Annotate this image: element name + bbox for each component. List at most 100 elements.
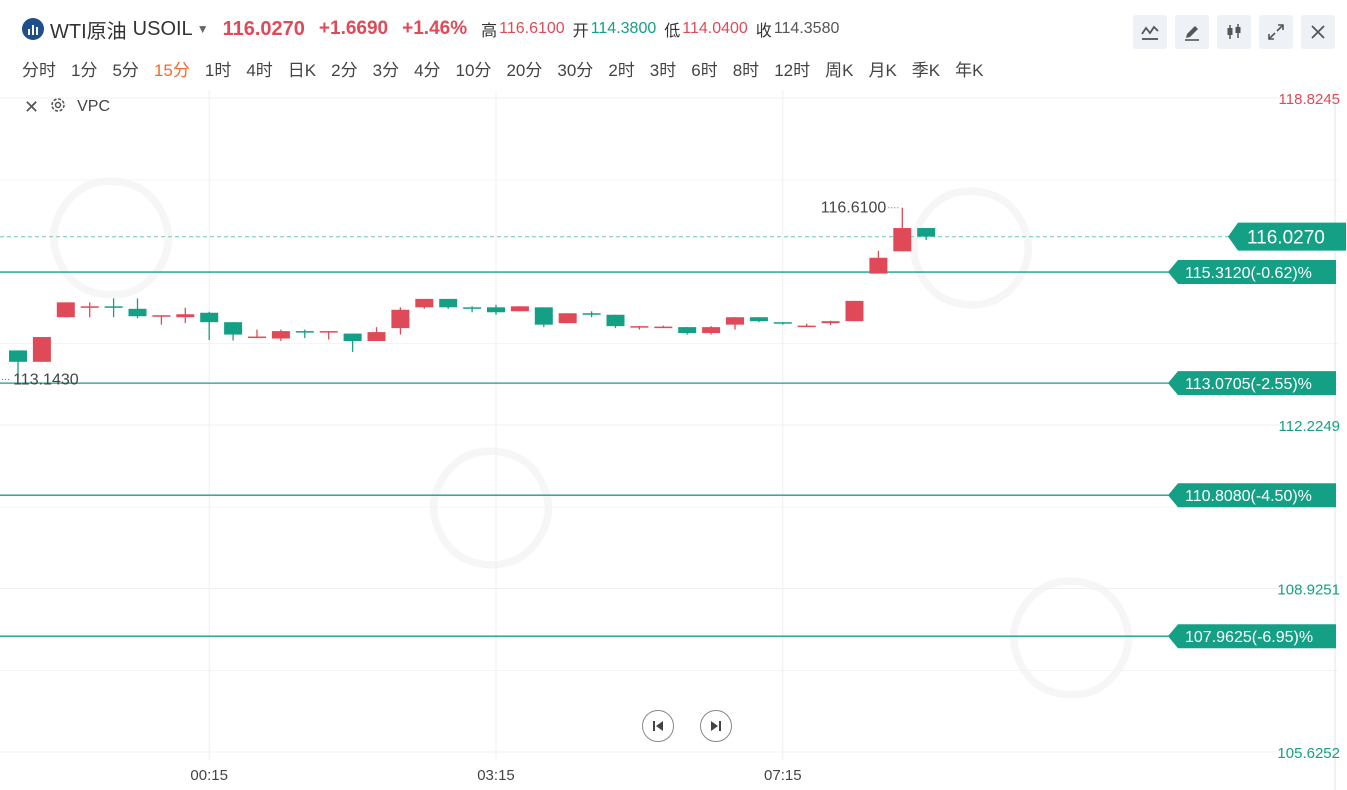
close-icon[interactable] [1301, 15, 1335, 49]
candle [606, 314, 625, 329]
indicator-name: VPC [77, 98, 110, 115]
candlestick-icon[interactable] [1217, 15, 1251, 49]
symbol-code[interactable]: USOIL [132, 17, 193, 40]
candle [367, 327, 386, 342]
gear-icon[interactable] [49, 96, 67, 119]
candle-body [104, 306, 123, 308]
x-tick-label: 03:15 [477, 767, 515, 784]
candle-body [152, 315, 171, 317]
level-tag [1168, 371, 1336, 396]
candle [104, 298, 123, 318]
candle [32, 337, 51, 362]
period-tab[interactable]: 季K [911, 60, 941, 80]
high-annotation: 116.6100 [821, 200, 887, 217]
candle [152, 315, 171, 325]
candle [343, 333, 362, 352]
candle-body [510, 306, 529, 312]
x-tick-label: 07:15 [764, 767, 802, 784]
candle-body [32, 337, 51, 362]
support-levels: 115.3120(-0.62)% 113.0705(-2.55)% 110.8080… [0, 222, 1346, 649]
level-label: 113.0705(-2.55)% [1185, 376, 1312, 393]
candle-body [630, 326, 649, 328]
close-icon[interactable]: ✕ [24, 96, 40, 117]
candle-body [797, 325, 816, 328]
period-tab[interactable]: 1时 [204, 60, 232, 80]
period-tab[interactable]: 2时 [608, 60, 635, 80]
period-tab[interactable]: 分时 [22, 60, 56, 80]
candle [558, 313, 577, 324]
level-tag [1168, 260, 1336, 285]
candle [893, 207, 912, 252]
period-tab[interactable]: 年K [955, 60, 984, 80]
low-annotation: 113.1430 [13, 372, 79, 389]
candle [248, 329, 266, 339]
period-tab[interactable]: 3时 [649, 60, 677, 80]
candle-body [534, 307, 553, 325]
candle-body [80, 306, 99, 308]
candle-body [893, 228, 912, 252]
candle [534, 307, 553, 328]
fullscreen-icon[interactable] [1259, 15, 1293, 49]
period-tab[interactable]: 1分 [71, 60, 98, 80]
period-tab[interactable]: 2分 [331, 60, 358, 80]
candle-body [415, 298, 434, 308]
candle [582, 311, 601, 318]
symbol-name[interactable]: WTI原油 [50, 20, 127, 43]
candle [391, 307, 410, 335]
candle [917, 228, 936, 240]
period-tab[interactable]: 月K [868, 60, 897, 80]
candle-body [487, 307, 505, 313]
candle-body [295, 331, 314, 333]
candle-body [702, 327, 721, 334]
low-label: 低 [664, 23, 681, 40]
period-tab[interactable]: 8时 [732, 60, 760, 80]
current-price-tag [1228, 222, 1346, 251]
candle-body [726, 317, 744, 325]
candle-body [582, 313, 601, 315]
x-tick-label: 00:15 [190, 767, 228, 784]
candle [654, 325, 673, 329]
candle [797, 323, 816, 328]
candle [56, 302, 75, 318]
candle [845, 300, 864, 322]
candle [176, 307, 195, 324]
candle-body [200, 312, 219, 323]
period-tab[interactable]: 3分 [372, 60, 400, 80]
period-tab[interactable]: 6时 [691, 60, 718, 80]
candle-body [9, 350, 27, 362]
line-chart-icon[interactable] [1133, 15, 1167, 49]
y-tick-label: 108.9251 [1277, 581, 1340, 598]
period-tab[interactable]: 周K [825, 60, 854, 80]
period-tab[interactable]: 10分 [455, 60, 492, 80]
level-tag [1168, 624, 1336, 649]
open-value: 114.3800 [590, 20, 657, 37]
candle-body [917, 228, 936, 237]
period-tab[interactable]: 15分 [153, 60, 190, 80]
period-tab[interactable]: 5分 [112, 60, 139, 80]
period-tab[interactable]: 30分 [557, 60, 594, 80]
period-tab[interactable]: 12时 [774, 60, 811, 80]
candle-body [463, 307, 482, 309]
period-tab[interactable]: 4分 [414, 60, 441, 80]
period-tab[interactable]: 20分 [506, 60, 543, 80]
candle-body [176, 314, 195, 318]
candle [749, 317, 768, 323]
skip-back-icon[interactable] [642, 710, 674, 742]
candle-body [678, 327, 697, 334]
skip-forward-icon[interactable] [700, 710, 732, 742]
indicator-legend: ✕ VPC [24, 95, 110, 119]
y-axis: 118.8245 112.2249 108.9251 105.6252 [1277, 91, 1340, 762]
chart-logo-icon [22, 18, 44, 40]
chart-navigation [642, 710, 732, 742]
period-tab[interactable]: 4时 [246, 60, 273, 80]
candle [200, 311, 219, 341]
candle-body [367, 332, 386, 342]
chevron-down-icon[interactable]: ▼ [196, 22, 209, 36]
period-tab[interactable]: 日K [287, 60, 317, 80]
candle [869, 250, 888, 274]
candle-body [654, 326, 673, 329]
candle-body [271, 331, 290, 339]
candle-body [773, 322, 792, 324]
pencil-icon[interactable] [1175, 15, 1209, 49]
